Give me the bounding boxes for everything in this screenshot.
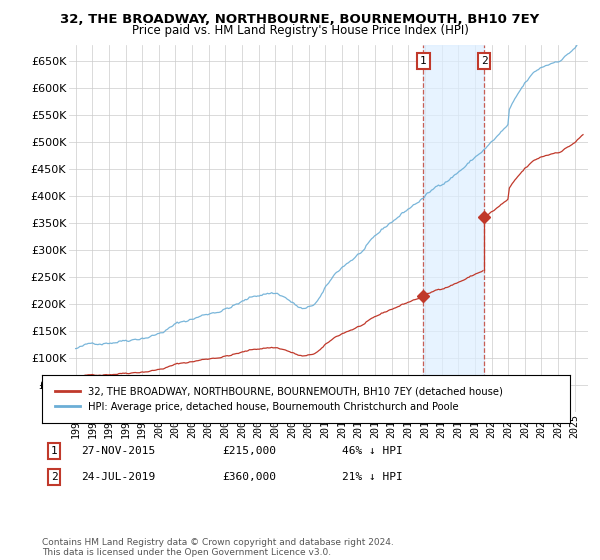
Text: 2: 2 [481, 56, 487, 66]
Text: 21% ↓ HPI: 21% ↓ HPI [342, 472, 403, 482]
Legend: 32, THE BROADWAY, NORTHBOURNE, BOURNEMOUTH, BH10 7EY (detached house), HPI: Aver: 32, THE BROADWAY, NORTHBOURNE, BOURNEMOU… [52, 384, 506, 414]
Text: 1: 1 [50, 446, 58, 456]
Bar [424, 45, 484, 412]
Text: 1: 1 [420, 56, 427, 66]
Text: Contains HM Land Registry data © Crown copyright and database right 2024.
This d: Contains HM Land Registry data © Crown c… [42, 538, 394, 557]
Text: 46% ↓ HPI: 46% ↓ HPI [342, 446, 403, 456]
Text: 2: 2 [50, 472, 58, 482]
Text: Price paid vs. HM Land Registry's House Price Index (HPI): Price paid vs. HM Land Registry's House … [131, 24, 469, 37]
Text: 32, THE BROADWAY, NORTHBOURNE, BOURNEMOUTH, BH10 7EY: 32, THE BROADWAY, NORTHBOURNE, BOURNEMOU… [61, 13, 539, 26]
Text: 27-NOV-2015: 27-NOV-2015 [81, 446, 155, 456]
Text: £215,000: £215,000 [222, 446, 276, 456]
Text: 24-JUL-2019: 24-JUL-2019 [81, 472, 155, 482]
Text: £360,000: £360,000 [222, 472, 276, 482]
